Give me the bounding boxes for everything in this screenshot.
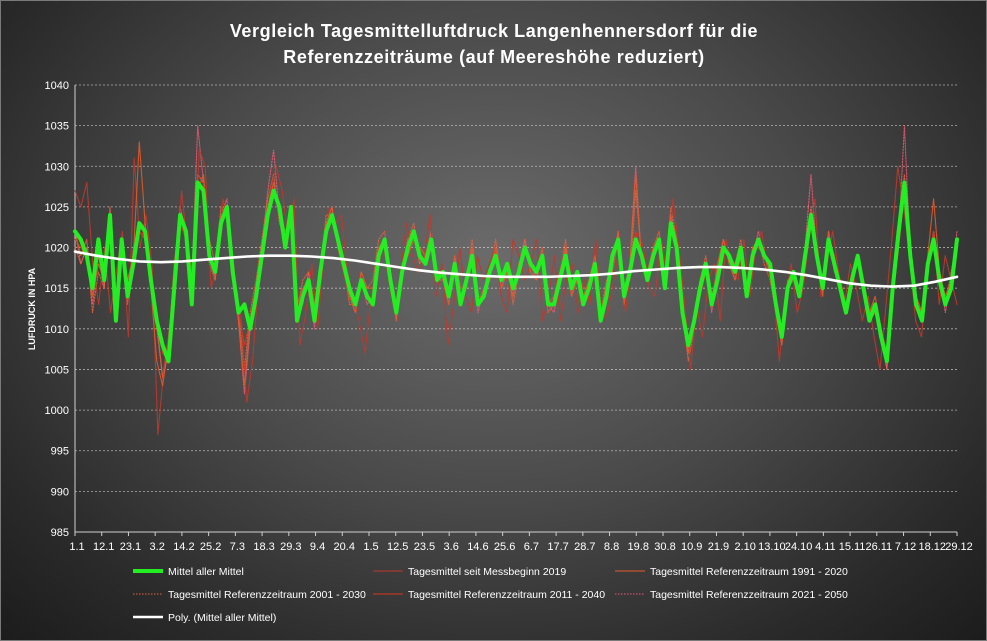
series-line-6: [73, 250, 959, 288]
x-tick-label: 26.11: [865, 541, 892, 553]
x-tick-label: 28.7: [574, 541, 595, 553]
y-tick-label: 995: [51, 446, 69, 458]
legend-label-1: Tagesmittel seit Messbeginn 2019: [408, 566, 566, 578]
chart-title-line-1: Vergleich Tagesmittelluftdruck Langenhen…: [230, 21, 758, 41]
x-tick-label: 6.7: [524, 541, 539, 553]
x-tick-label: 23.5: [414, 541, 435, 553]
y-tick-label: 1030: [45, 161, 69, 173]
x-tick-label: 29.12: [945, 541, 973, 553]
x-tick-label: 12.5: [387, 541, 408, 553]
x-tick-label: 9.4: [310, 541, 325, 553]
y-tick-label: 1000: [45, 405, 69, 417]
x-tick-label: 30.8: [654, 541, 675, 553]
y-axis-label: LUFDRUCK IN HPA: [27, 267, 37, 350]
x-tick-label: 21.9: [708, 541, 729, 553]
x-tick-label: 1.5: [363, 541, 378, 553]
x-tick-label: 3.2: [150, 541, 165, 553]
x-tick-label: 25.6: [494, 541, 515, 553]
x-tick-label: 18.3: [253, 541, 274, 553]
series-line-1: [74, 149, 958, 436]
series-line-0: [73, 180, 959, 364]
x-tick-label: 1.1: [69, 541, 84, 553]
x-tick-label: 20.4: [334, 541, 355, 553]
x-tick-label: 10.9: [681, 541, 702, 553]
y-tick-label: 1005: [45, 364, 69, 376]
legend-label-0: Mittel aller Mittel: [168, 566, 244, 578]
y-tick-labels: 985 990 995 1000 1005 1010 1015 1020 1025 1030 103…: [45, 80, 69, 539]
legend-label-6: Poly. (Mittel aller Mittel): [168, 612, 276, 624]
y-tick-label: 1025: [45, 202, 69, 214]
x-tick-label: 15.11: [839, 541, 866, 553]
x-tick-label: 13.10: [758, 541, 786, 553]
x-tick-label: 4.11: [815, 541, 836, 553]
x-tick-label: 12.1: [93, 541, 114, 553]
x-tick-label: 23.1: [120, 541, 141, 553]
legend: Mittel aller Mittel Tagesmittel seit Mess…: [133, 566, 848, 624]
x-tick-label: 7.3: [230, 541, 245, 553]
y-tick-label: 1020: [45, 243, 69, 255]
legend-label-5: Tagesmittel Referenzzeitraum 2021 - 2050: [650, 589, 848, 601]
y-tick-label: 1015: [45, 283, 69, 295]
x-tick-label: 3.6: [444, 541, 459, 553]
y-tick-label: 1010: [45, 324, 69, 336]
x-tick-label: 17.7: [547, 541, 568, 553]
y-tick-label: 1040: [45, 80, 69, 92]
x-tick-label: 14.2: [173, 541, 194, 553]
series-layer: [73, 125, 959, 436]
x-tick-label: 19.8: [628, 541, 649, 553]
x-tick-label: 25.2: [200, 541, 221, 553]
y-tick-label: 985: [51, 527, 69, 539]
legend-label-3: Tagesmittel Referenzzeitraum 2001 - 2030: [168, 589, 366, 601]
x-tick-label: 8.8: [604, 541, 619, 553]
chart-title-line-2: Referenzzeiträume (auf Meereshöhe reduzi…: [283, 47, 705, 67]
x-tick-label: 29.3: [280, 541, 301, 553]
x-tick-label: 14.6: [467, 541, 488, 553]
legend-label-2: Tagesmittel Referenzzeitraum 1991 - 2020: [650, 566, 848, 578]
y-tick-label: 990: [51, 486, 69, 498]
x-tick-label: 18.12: [919, 541, 947, 553]
y-tick-label: 1035: [45, 121, 69, 133]
x-tick-labels: 1.1 12.1 23.1 3.2 14.2 25.2 7.3 18.3 29.3 9.4 20.4…: [69, 532, 973, 553]
grid-layer: [74, 84, 957, 533]
x-tick-label: 7.12: [895, 541, 916, 553]
x-tick-label: 2.10: [734, 541, 755, 553]
legend-label-4: Tagesmittel Referenzzeitraum 2011 - 2040: [408, 589, 605, 601]
x-tick-label: 24.10: [785, 541, 813, 553]
